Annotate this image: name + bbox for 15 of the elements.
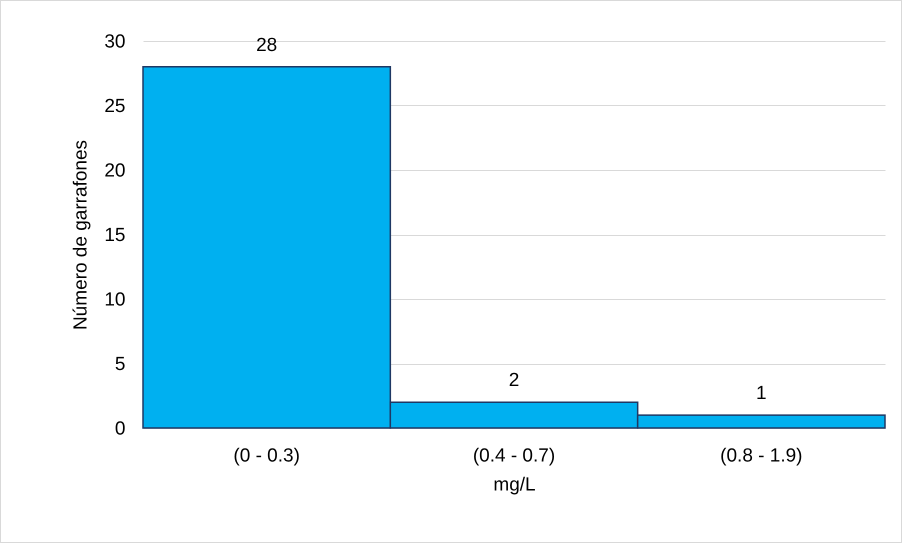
y-tick-label: 0	[114, 418, 126, 440]
y-tick-label: 10	[104, 290, 126, 310]
y-tick-label: 25	[104, 96, 126, 117]
x-tick-label: (0.8 - 1.9)	[720, 446, 803, 466]
y-tick-label: 30	[104, 32, 126, 52]
y-tick-label: 15	[104, 225, 126, 246]
y-axis-title: Número de garrafones	[70, 140, 92, 330]
data-label: 28	[256, 34, 278, 56]
x-tick-label: (0 - 0.3)	[233, 446, 300, 466]
data-label: 1	[756, 383, 767, 404]
x-axis-title: mg/L	[493, 474, 536, 496]
x-tick-label: (0.4 - 0.7)	[472, 446, 556, 466]
y-tick-label: 20	[104, 160, 126, 182]
data-label: 2	[508, 370, 520, 392]
y-tick-label: 5	[114, 354, 126, 375]
